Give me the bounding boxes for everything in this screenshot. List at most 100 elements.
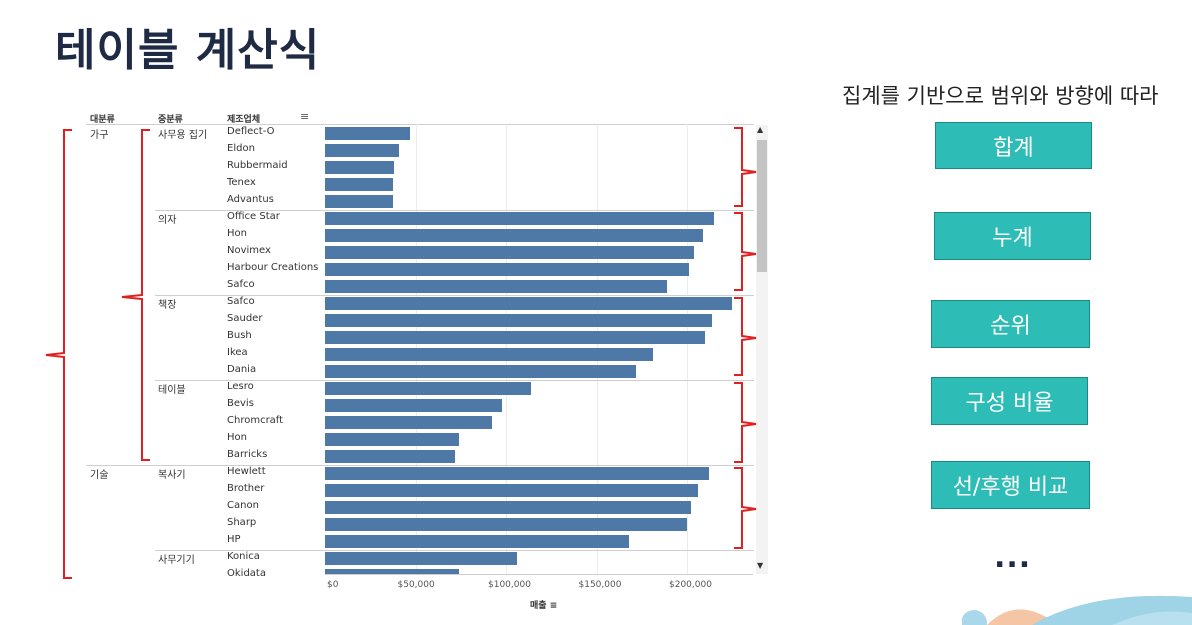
- sales-bar[interactable]: [325, 127, 411, 140]
- maker-label: Deflect-O: [227, 126, 275, 137]
- axis-tick-label: $150,000: [578, 580, 622, 590]
- maker-label: Safco: [227, 279, 255, 290]
- sales-bar[interactable]: [325, 263, 689, 276]
- axis-tick-label: $50,000: [397, 580, 435, 590]
- subcategory-label: 사무기기: [158, 555, 195, 566]
- sales-bar[interactable]: [325, 229, 704, 242]
- bracket-category: [45, 129, 72, 579]
- group-separator: [155, 380, 754, 381]
- maker-label: Harbour Creations: [227, 262, 319, 273]
- maker-label: Novimex: [227, 245, 271, 256]
- category-separator: [86, 465, 754, 466]
- group-separator: [155, 210, 754, 211]
- header-category[interactable]: 대분류: [90, 115, 115, 125]
- maker-label: Bevis: [227, 398, 254, 409]
- sales-bar[interactable]: [325, 552, 517, 565]
- header-maker[interactable]: 제조업체: [227, 115, 261, 125]
- button-percent-of-total[interactable]: 구성 비율: [931, 377, 1088, 425]
- table-top-border: [86, 124, 754, 125]
- maker-label: HP: [227, 534, 241, 545]
- sales-bar[interactable]: [325, 161, 394, 174]
- category-label: 기술: [90, 470, 109, 481]
- bracket-group-3: [734, 297, 757, 376]
- axis-sort-icon[interactable]: ≡: [549, 601, 558, 611]
- maker-label: Okidata: [227, 568, 266, 579]
- button-rank[interactable]: 순위: [931, 300, 1090, 348]
- group-separator: [155, 550, 754, 551]
- maker-label: Barricks: [227, 449, 268, 460]
- sales-bar[interactable]: [325, 297, 733, 310]
- maker-label: Ikea: [227, 347, 248, 358]
- sales-bar[interactable]: [325, 195, 393, 208]
- axis-tick-label: $100,000: [488, 580, 531, 590]
- bracket-group-1: [734, 127, 757, 207]
- sales-bar[interactable]: [325, 212, 715, 225]
- sales-bar[interactable]: [325, 382, 532, 395]
- bracket-subcategory: [121, 129, 150, 461]
- button-running-total[interactable]: 누계: [934, 212, 1091, 260]
- sales-bar[interactable]: [325, 178, 393, 191]
- maker-label: Sauder: [227, 313, 263, 324]
- sales-bar[interactable]: [325, 416, 492, 429]
- sales-bar[interactable]: [325, 433, 459, 446]
- sales-bar[interactable]: [325, 365, 637, 378]
- subcategory-label: 복사기: [158, 470, 186, 481]
- sales-bar[interactable]: [325, 314, 713, 327]
- scroll-up-arrow-icon[interactable]: ▲: [757, 125, 764, 134]
- maker-label: Eldon: [227, 143, 255, 154]
- button-lookup[interactable]: 선/후행 비교: [931, 461, 1090, 509]
- more-ellipsis: ...: [994, 540, 1032, 575]
- sales-bar[interactable]: [325, 501, 691, 514]
- maker-label: Brother: [227, 483, 265, 494]
- sales-bar[interactable]: [325, 348, 653, 361]
- maker-label: Safco: [227, 296, 255, 307]
- maker-label: Bush: [227, 330, 252, 341]
- maker-label: Konica: [227, 551, 260, 562]
- slide-subtitle: 집계를 기반으로 범위와 방향에 따라: [842, 84, 1159, 108]
- vertical-gridline: [687, 124, 688, 574]
- axis-tick-label: $200,000: [669, 580, 712, 590]
- maker-label: Sharp: [227, 517, 257, 528]
- scrollbar-thumb[interactable]: [757, 140, 767, 272]
- maker-label: Tenex: [227, 177, 256, 188]
- bracket-group-4: [734, 382, 757, 463]
- maker-label: Advantus: [227, 194, 274, 205]
- sales-bar[interactable]: [325, 280, 668, 293]
- sales-bar[interactable]: [325, 144, 400, 157]
- slide-title: 테이블 계산식: [55, 25, 321, 76]
- sales-bar[interactable]: [325, 331, 706, 344]
- maker-label: Lesro: [227, 381, 254, 392]
- maker-label: Chromcraft: [227, 415, 284, 426]
- sales-bar[interactable]: [325, 399, 503, 412]
- sales-bar[interactable]: [325, 484, 698, 497]
- sort-icon[interactable]: ≡: [300, 110, 310, 123]
- decorative-waves: [962, 595, 1192, 625]
- category-label: 가구: [90, 130, 109, 141]
- maker-label: Office Star: [227, 211, 280, 222]
- bracket-group-5: [734, 467, 757, 549]
- x-axis-title[interactable]: 매출 ≡: [530, 601, 558, 611]
- button-sum[interactable]: 합계: [935, 122, 1092, 169]
- maker-label: Hon: [227, 228, 247, 239]
- sales-bar[interactable]: [325, 450, 456, 463]
- group-separator: [155, 295, 754, 296]
- scroll-down-arrow-icon[interactable]: ▼: [757, 561, 764, 570]
- maker-label: Canon: [227, 500, 259, 511]
- maker-label: Dania: [227, 364, 257, 375]
- x-axis-line: [325, 574, 753, 575]
- subcategory-label: 의자: [158, 215, 177, 226]
- bracket-group-2: [734, 212, 757, 291]
- sales-bar[interactable]: [325, 246, 695, 259]
- maker-label: Hewlett: [227, 466, 266, 477]
- sales-bar[interactable]: [325, 535, 630, 548]
- maker-label: Rubbermaid: [227, 160, 288, 171]
- sales-bar[interactable]: [325, 467, 709, 480]
- subcategory-label: 책장: [158, 300, 177, 311]
- sales-bar[interactable]: [325, 518, 687, 531]
- subcategory-label: 사무용 집기: [158, 130, 208, 141]
- maker-label: Hon: [227, 432, 247, 443]
- subcategory-label: 테이블: [158, 385, 186, 396]
- header-subcategory[interactable]: 중분류: [158, 115, 183, 125]
- axis-tick-label: $0: [327, 580, 339, 590]
- sales-bar[interactable]: [325, 569, 459, 574]
